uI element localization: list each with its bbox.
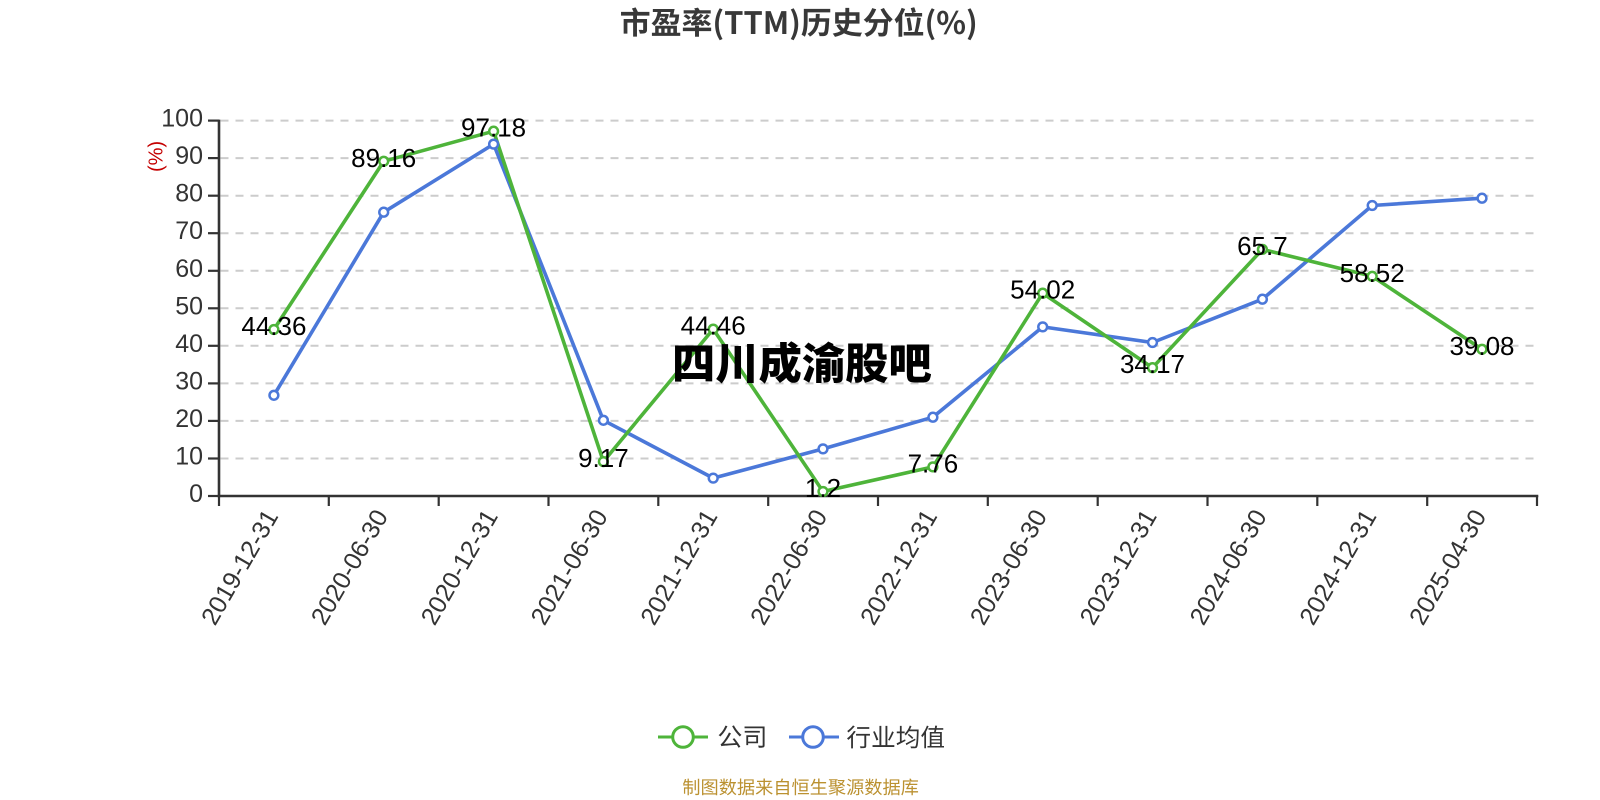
svg-text:40: 40 bbox=[175, 330, 203, 358]
svg-text:34.17: 34.17 bbox=[1120, 349, 1185, 379]
svg-text:100: 100 bbox=[161, 105, 203, 133]
svg-text:0: 0 bbox=[189, 480, 203, 508]
svg-text:10: 10 bbox=[175, 443, 203, 471]
svg-text:50: 50 bbox=[175, 292, 203, 320]
svg-text:9.17: 9.17 bbox=[578, 443, 629, 473]
svg-text:44.46: 44.46 bbox=[681, 311, 746, 341]
svg-text:58.52: 58.52 bbox=[1340, 258, 1405, 288]
svg-text:44.36: 44.36 bbox=[241, 311, 306, 341]
svg-text:20: 20 bbox=[175, 405, 203, 433]
svg-text:39.08: 39.08 bbox=[1449, 331, 1514, 361]
svg-text:60: 60 bbox=[175, 255, 203, 283]
svg-text:1.2: 1.2 bbox=[805, 473, 841, 503]
svg-text:30: 30 bbox=[175, 367, 203, 395]
svg-text:70: 70 bbox=[175, 217, 203, 245]
svg-text:7.76: 7.76 bbox=[908, 448, 959, 478]
svg-text:80: 80 bbox=[175, 180, 203, 208]
svg-text:54.02: 54.02 bbox=[1010, 275, 1075, 305]
svg-text:97.18: 97.18 bbox=[461, 113, 526, 143]
svg-text:90: 90 bbox=[175, 142, 203, 170]
svg-text:89.16: 89.16 bbox=[351, 143, 416, 173]
svg-text:(%): (%) bbox=[146, 141, 168, 172]
svg-text:65.7: 65.7 bbox=[1237, 231, 1288, 261]
